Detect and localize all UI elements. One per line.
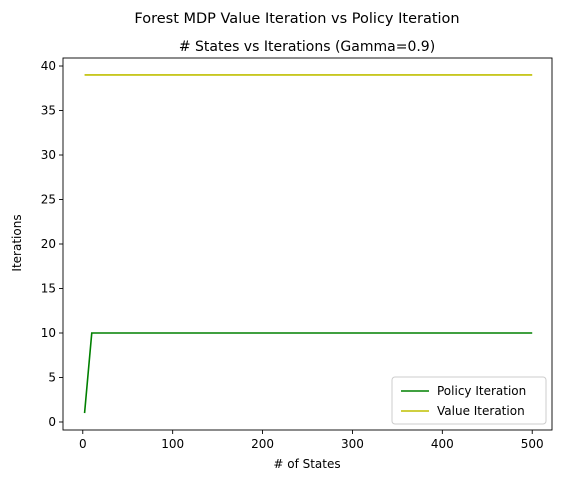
chart-title: # States vs Iterations (Gamma=0.9): [179, 39, 435, 55]
y-tick-label: 30: [41, 148, 56, 162]
y-tick-label: 40: [41, 59, 56, 73]
legend: Policy Iteration Value Iteration: [391, 376, 547, 425]
x-axis-label: # of States: [273, 457, 340, 471]
plot-area: 0 100 200 300 400 500 0 5 10 15 20 25 30 35 40: [41, 57, 553, 451]
legend-label-1: Policy Iteration: [437, 384, 526, 398]
x-tick-label: 300: [341, 437, 364, 451]
x-tick-label: 500: [521, 437, 544, 451]
x-tick-label: 0: [79, 437, 87, 451]
y-tick-label: 5: [48, 370, 56, 384]
y-tick-label: 20: [41, 237, 56, 251]
y-tick-label: 15: [41, 281, 56, 295]
y-tick-label: 10: [41, 326, 56, 340]
y-tick-label: 0: [48, 415, 56, 429]
plot-frame: [62, 57, 553, 431]
y-tick-label: 35: [41, 104, 56, 118]
chart-suptitle: Forest MDP Value Iteration vs Policy Ite…: [134, 11, 459, 27]
y-axis-label: Iterations: [10, 214, 24, 271]
x-tick-label: 200: [251, 437, 274, 451]
y-tick-label: 25: [41, 193, 56, 207]
x-tick-label: 400: [431, 437, 454, 451]
legend-box: [391, 376, 547, 425]
legend-label-2: Value Iteration: [437, 404, 525, 418]
series-line-1: [83, 332, 533, 414]
x-tick-label: 100: [161, 437, 184, 451]
